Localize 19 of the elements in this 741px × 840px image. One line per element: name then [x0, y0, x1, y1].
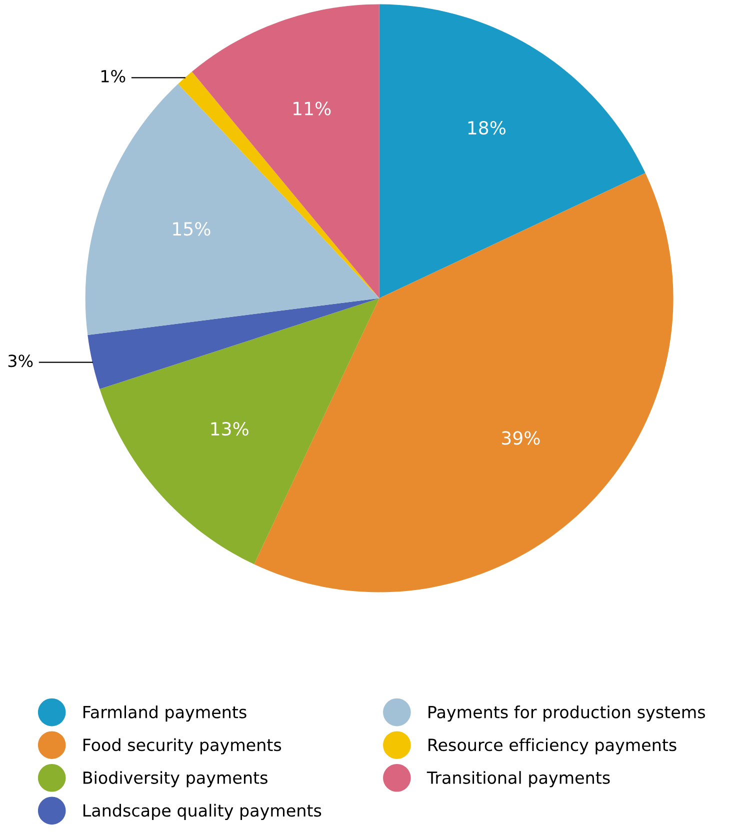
- pie-slice: [254, 173, 674, 592]
- pie-slice: [100, 298, 380, 564]
- data-label: 39%: [502, 431, 540, 445]
- legend-label: Farmland payments: [83, 705, 246, 722]
- pie-slice: [379, 4, 646, 298]
- data-label: 15%: [173, 222, 210, 236]
- data-label: 1%: [101, 70, 126, 83]
- pie-slice: [88, 298, 380, 390]
- legend-label: Transitional payments: [426, 771, 610, 788]
- legend-label: Payments for production systems: [428, 705, 705, 722]
- data-label: 18%: [468, 120, 506, 135]
- legend-label: Biodiversity payments: [83, 771, 268, 788]
- pie-slice: [85, 84, 380, 336]
- data-label: 11%: [294, 102, 331, 116]
- data-label: 13%: [211, 422, 248, 436]
- legend-label: Resource efficiency payments: [428, 738, 676, 754]
- legend-label: Food security payments: [83, 738, 282, 754]
- legend-label: Landscape quality payments: [83, 804, 322, 820]
- data-label: 3%: [8, 354, 33, 368]
